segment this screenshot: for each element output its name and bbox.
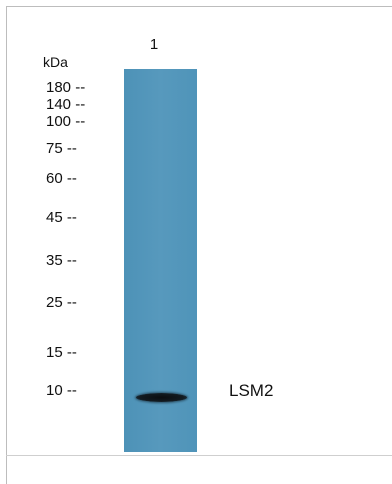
marker-75: 75 -- xyxy=(46,141,77,156)
frame-bottom-line xyxy=(6,455,392,456)
marker-25: 25 -- xyxy=(46,295,77,310)
kda-unit-label: kDa xyxy=(43,54,68,70)
marker-45: 45 -- xyxy=(46,210,77,225)
figure-frame xyxy=(6,6,392,484)
lane-number-label: 1 xyxy=(148,36,160,53)
marker-35: 35 -- xyxy=(46,253,77,268)
marker-180: 180 -- xyxy=(46,80,85,95)
marker-15: 15 -- xyxy=(46,345,77,360)
marker-140: 140 -- xyxy=(46,97,85,112)
protein-band xyxy=(136,393,187,402)
marker-60: 60 -- xyxy=(46,171,77,186)
marker-10: 10 -- xyxy=(46,383,77,398)
marker-100: 100 -- xyxy=(46,114,85,129)
band-label: LSM2 xyxy=(229,381,273,401)
